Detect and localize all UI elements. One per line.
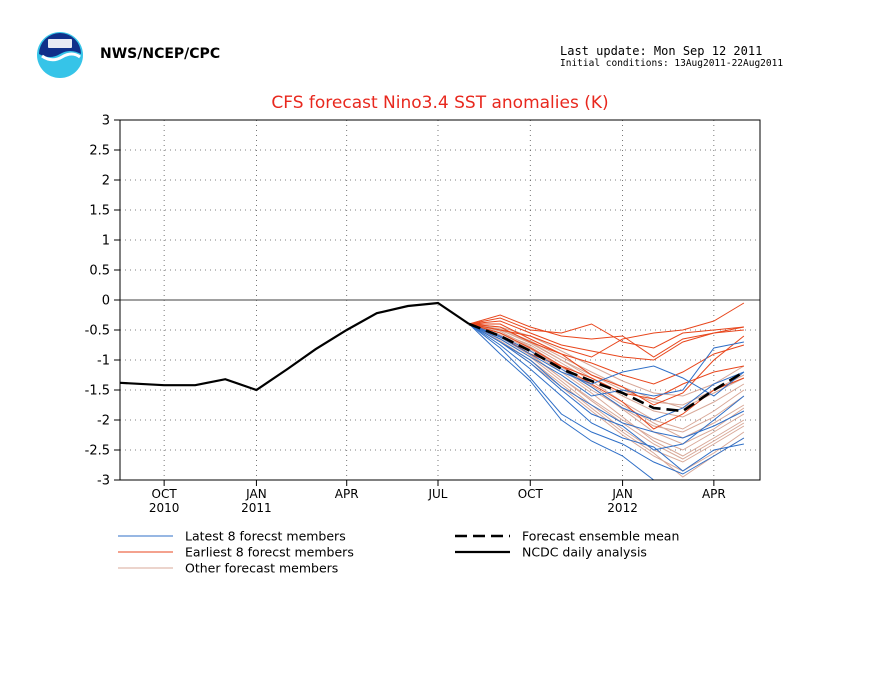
earliest-member-line bbox=[469, 323, 745, 406]
latest-member-line bbox=[468, 323, 745, 397]
latest-member-line bbox=[468, 323, 744, 397]
legend-label-earliest: Earliest 8 forecst members bbox=[185, 545, 354, 560]
earliest-member-line bbox=[468, 323, 744, 400]
x-tick-label: OCT bbox=[518, 487, 544, 501]
latest-member-line bbox=[468, 323, 744, 472]
legend-label-latest: Latest 8 forecst members bbox=[185, 529, 346, 544]
y-axis: 3 2.5 2 1.5 1 0.5 0 -0.5 -1 -1.5 -2 -2.5 -3 bbox=[85, 114, 120, 489]
x-tick-label: JUL bbox=[427, 487, 447, 501]
initial-conditions: Initial conditions: 13Aug2011-22Aug2011 bbox=[560, 58, 784, 69]
analysis-line bbox=[119, 301, 470, 392]
grid bbox=[120, 120, 760, 480]
y-tick-label: 3 bbox=[102, 114, 110, 129]
legend-label-analysis: NCDC daily analysis bbox=[522, 545, 647, 560]
y-tick-label: -2.5 bbox=[85, 444, 110, 459]
x-tick-year: 2010 bbox=[149, 501, 180, 515]
x-tick-label: JAN bbox=[611, 487, 633, 501]
y-tick-label: 2 bbox=[102, 174, 110, 189]
other-member-line bbox=[468, 323, 745, 478]
x-tick-label: JAN bbox=[245, 487, 267, 501]
legend-label-mean: Forecast ensemble mean bbox=[522, 529, 679, 544]
mean-line-group bbox=[468, 322, 745, 413]
y-tick-label: 2.5 bbox=[89, 144, 110, 159]
other-member-line bbox=[468, 323, 745, 460]
y-tick-label: -0.5 bbox=[85, 324, 110, 339]
earliest-member-lines bbox=[468, 302, 745, 430]
x-tick-label: APR bbox=[702, 487, 726, 501]
org-name: NWS/NCEP/CPC bbox=[100, 46, 221, 62]
mean-line bbox=[468, 322, 745, 413]
legend-label-other: Other forecast members bbox=[185, 561, 338, 576]
other-member-lines bbox=[468, 323, 745, 478]
earliest-member-line bbox=[469, 323, 745, 385]
earliest-member-line bbox=[468, 314, 744, 358]
x-tick-year: 2011 bbox=[241, 501, 272, 515]
y-tick-label: -1 bbox=[97, 354, 110, 369]
last-update: Last update: Mon Sep 12 2011 bbox=[560, 44, 763, 58]
analysis-line-group bbox=[119, 301, 470, 392]
y-tick-label: 1.5 bbox=[89, 204, 110, 219]
y-tick-label: -1.5 bbox=[85, 384, 110, 399]
latest-member-line bbox=[468, 323, 745, 421]
latest-member-line bbox=[468, 323, 745, 451]
y-tick-label: -2 bbox=[97, 414, 110, 429]
header-left: NWS/NCEP/CPC bbox=[36, 30, 276, 90]
y-tick-label: 0 bbox=[102, 294, 110, 309]
x-tick-label: APR bbox=[335, 487, 359, 501]
chart-title: CFS forecast Nino3.4 SST anomalies (K) bbox=[271, 93, 608, 113]
y-tick-label: -3 bbox=[97, 474, 110, 489]
earliest-member-line bbox=[469, 317, 744, 349]
earliest-member-line bbox=[469, 302, 745, 358]
other-member-line bbox=[469, 323, 745, 406]
other-member-line bbox=[468, 323, 745, 439]
y-tick-label: 0.5 bbox=[89, 264, 110, 279]
latest-member-line bbox=[468, 323, 745, 475]
y-tick-label: 1 bbox=[102, 234, 110, 249]
earliest-member-line bbox=[469, 320, 744, 361]
noaa-logo-icon bbox=[37, 32, 83, 78]
x-tick-year: 2012 bbox=[607, 501, 638, 515]
x-tick-label: OCT bbox=[152, 487, 178, 501]
